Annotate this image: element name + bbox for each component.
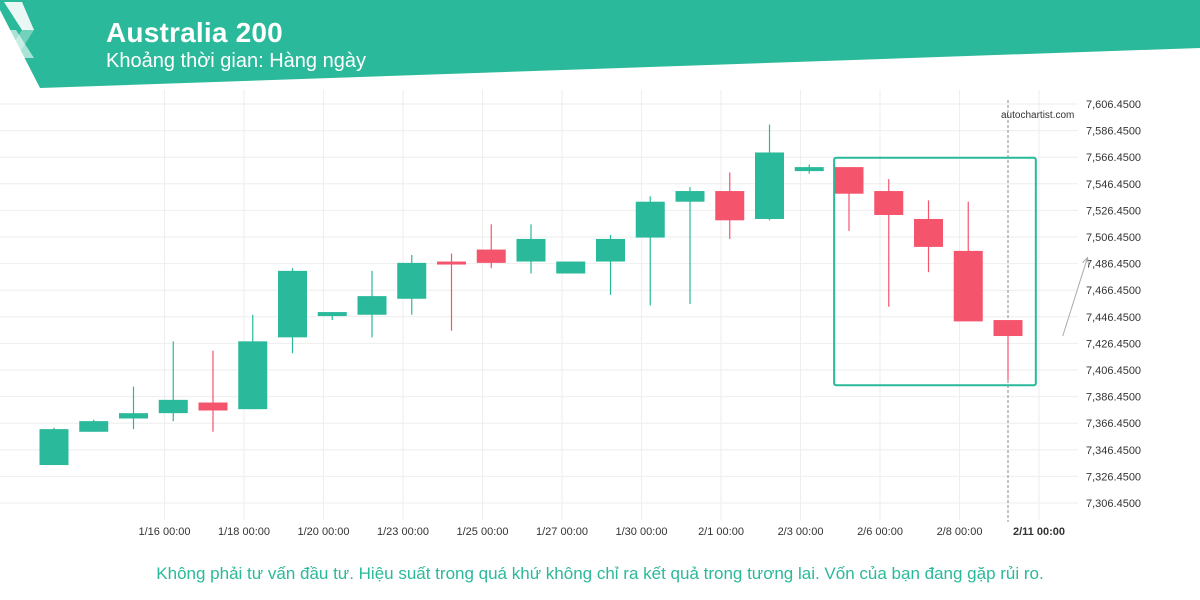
candle-body-down (476, 249, 506, 263)
candle-body-up (596, 238, 625, 262)
y-tick-label: 7,346.4500 (1086, 445, 1141, 457)
x-tick-label: 1/25 00:00 (457, 526, 509, 538)
y-tick-label: 7,526.4500 (1086, 205, 1141, 217)
y-tick-label: 7,426.4500 (1086, 338, 1141, 350)
candle-body-up (794, 167, 824, 172)
y-tick-label: 7,406.4500 (1086, 365, 1141, 377)
candle-body-up (317, 312, 347, 317)
candle-body-down (198, 402, 228, 411)
disclaimer-text: Không phải tư vấn đầu tư. Hiệu suất tron… (156, 564, 1044, 583)
y-tick-label: 7,486.4500 (1086, 259, 1141, 271)
projection-arrow-line (1062, 257, 1088, 337)
candle-body-up (119, 413, 148, 419)
x-tick-label: 1/30 00:00 (616, 526, 668, 538)
x-tick-label: 2/6 00:00 (857, 526, 903, 538)
candle-body-up (238, 341, 268, 410)
candle-body-down (874, 191, 904, 215)
candle-body-up (675, 191, 705, 202)
candle-body-up (397, 262, 427, 299)
x-tick-label: 2/1 00:00 (698, 526, 744, 538)
candlestick-chart: 7,606.4500 7,586.4500 7,566.4500 7,546.4500… (0, 90, 1141, 538)
candle-body-up (79, 421, 109, 432)
candle-body-up (635, 201, 665, 238)
candle-body-up (357, 296, 387, 315)
candle-body-down (914, 218, 943, 247)
x-tick-label: 1/20 00:00 (298, 526, 350, 538)
pattern-box (833, 156, 1037, 387)
candle-body-down (834, 167, 864, 194)
y-tick-label: 7,566.4500 (1086, 152, 1141, 164)
candle-body-down (993, 320, 1023, 337)
candle-body-down (437, 261, 466, 265)
header-banner: Australia 200 Khoảng thời gian: Hàng ngà… (0, 0, 1200, 90)
y-tick-label: 7,546.4500 (1086, 179, 1141, 191)
x-tick-label: 1/18 00:00 (218, 526, 270, 538)
projection-arrow-head (1082, 256, 1090, 265)
candle-body-up (39, 429, 69, 466)
x-tick-label: 1/16 00:00 (139, 526, 191, 538)
y-tick-label: 7,466.4500 (1086, 285, 1141, 297)
candle-body-up (516, 238, 546, 262)
candle-body-down (953, 250, 983, 322)
y-tick-label: 7,586.4500 (1086, 126, 1141, 138)
x-tick-label: 2/8 00:00 (937, 526, 983, 538)
y-tick-label: 7,446.4500 (1086, 312, 1141, 324)
autochartist-logo-icon (4, 2, 34, 58)
x-tick-label: 2/11 00:00 (1013, 526, 1065, 538)
candle-body-up (278, 270, 307, 338)
candle-body-down (715, 191, 745, 221)
y-tick-label: 7,366.4500 (1086, 418, 1141, 430)
header-background (0, 0, 1200, 88)
x-tick-label: 1/27 00:00 (536, 526, 588, 538)
header-shape (0, 0, 1200, 88)
candle-body-up (755, 152, 784, 219)
page-title: Australia 200 (106, 17, 283, 48)
candle-body-up (158, 399, 188, 414)
watermark: autochartist.com (1001, 110, 1075, 121)
x-tick-label: 1/23 00:00 (377, 526, 429, 538)
y-tick-label: 7,306.4500 (1086, 498, 1141, 510)
y-tick-label: 7,326.4500 (1086, 471, 1141, 483)
y-tick-label: 7,506.4500 (1086, 232, 1141, 244)
x-tick-label: 2/3 00:00 (778, 526, 824, 538)
y-tick-label: 7,606.4500 (1086, 99, 1141, 111)
candle-body-up (556, 261, 586, 274)
y-tick-label: 7,386.4500 (1086, 392, 1141, 404)
page-subtitle: Khoảng thời gian: Hàng ngày (106, 50, 366, 72)
